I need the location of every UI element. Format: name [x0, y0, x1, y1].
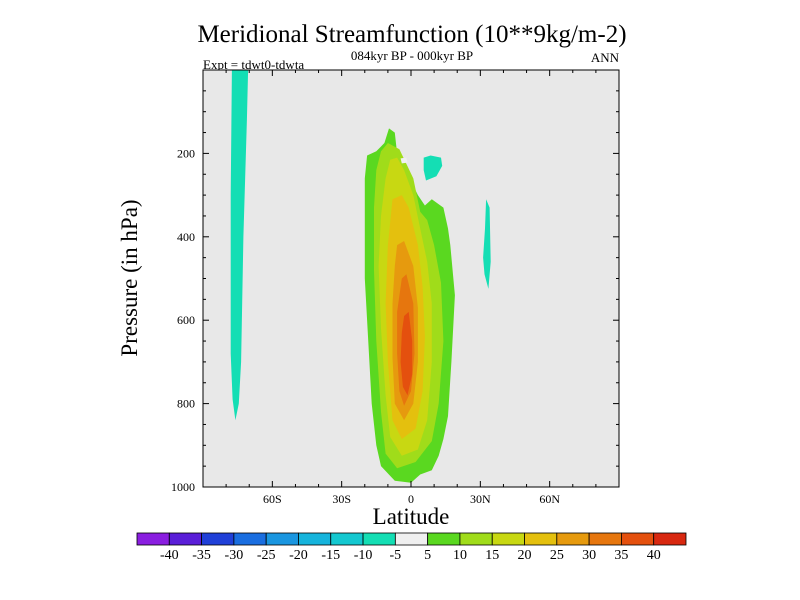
- colorbar-label: 30: [582, 548, 596, 563]
- contour-sh-negative-band: [230, 70, 249, 421]
- x-tick-label: 30S: [332, 492, 351, 506]
- colorbar-swatch: [588, 532, 622, 546]
- chart-title: Meridional Streamfunction (10**9kg/m-2): [197, 21, 626, 48]
- colorbar-swatch: [330, 532, 364, 546]
- contour-white-speck: [400, 157, 408, 164]
- x-tick-label: 0: [408, 492, 414, 506]
- colorbar-swatch: [491, 532, 525, 546]
- y-axis-label: Pressure (in hPa): [117, 199, 142, 356]
- y-tick-label: 800: [177, 397, 195, 411]
- colorbar-swatch: [168, 532, 202, 546]
- colorbar-label: 15: [485, 548, 499, 563]
- colorbar-label: -30: [225, 548, 244, 563]
- colorbar-swatch: [362, 532, 396, 546]
- contour-regions: [230, 70, 491, 483]
- colorbar-swatch: [621, 532, 655, 546]
- colorbar-swatch: [394, 532, 429, 546]
- y-tick-label: 1000: [171, 480, 195, 494]
- contour-positive-35: [400, 311, 413, 396]
- experiment-label: Expt = tdwt0-tdwta: [203, 57, 304, 72]
- colorbar: -40 -35 -30 -25 -20 -15 -10 -5 5 10 15 20 25 30 35 40: [136, 532, 687, 563]
- x-tick-label: 60S: [263, 492, 282, 506]
- contour-nh-negative-patch-mid: [483, 199, 491, 289]
- colorbar-label: 5: [424, 548, 431, 563]
- chart-subtitle: 084kyr BP - 000kyr BP: [351, 48, 473, 63]
- y-axis-ticks: 200 400 600 800 1000: [171, 90, 619, 494]
- colorbar-swatch: [265, 532, 299, 546]
- colorbar-swatch: [556, 532, 590, 546]
- colorbar-swatch: [524, 532, 558, 546]
- x-axis-label: Latitude: [373, 504, 450, 529]
- x-tick-label: 30N: [470, 492, 491, 506]
- colorbar-label: -10: [354, 548, 373, 563]
- season-label: ANN: [591, 50, 620, 65]
- colorbar-swatch: [298, 532, 332, 546]
- colorbar-swatch: [459, 532, 493, 546]
- colorbar-label: -40: [160, 548, 179, 563]
- x-tick-label: 60N: [539, 492, 560, 506]
- colorbar-label: -25: [257, 548, 276, 563]
- colorbar-label: -15: [321, 548, 340, 563]
- colorbar-label: 10: [453, 548, 467, 563]
- colorbar-label: -20: [289, 548, 308, 563]
- colorbar-swatch: [653, 532, 687, 546]
- colorbar-label: 25: [550, 548, 564, 563]
- colorbar-swatch: [233, 532, 267, 546]
- y-tick-label: 400: [177, 230, 195, 244]
- colorbar-swatch: [427, 532, 461, 546]
- contour-nh-negative-patch-upper: [423, 155, 443, 181]
- colorbar-swatch: [201, 532, 235, 546]
- colorbar-label: -5: [390, 548, 402, 563]
- y-tick-label: 200: [177, 146, 195, 160]
- y-tick-label: 600: [177, 313, 195, 327]
- colorbar-label: 35: [614, 548, 628, 563]
- x-axis-ticks: 60S 30S 0 30N 60N: [225, 70, 597, 506]
- colorbar-label: 20: [518, 548, 532, 563]
- colorbar-label: 40: [647, 548, 661, 563]
- colorbar-swatch: [136, 532, 170, 546]
- colorbar-label: -35: [192, 548, 211, 563]
